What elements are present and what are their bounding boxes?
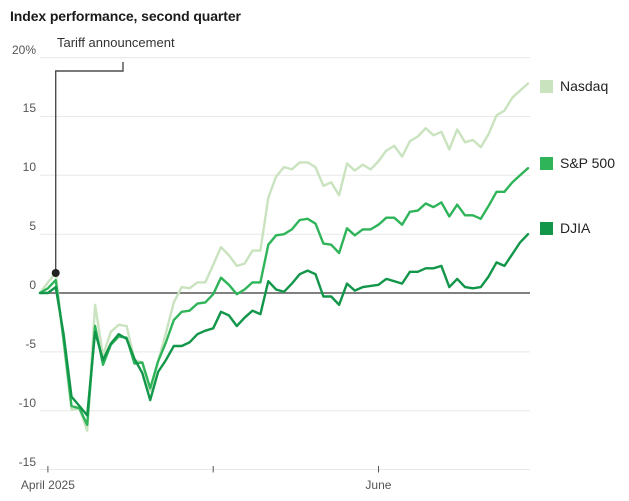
annotation-tariff-announcement: Tariff announcement — [57, 35, 175, 50]
y-axis-label: 10 — [22, 160, 36, 175]
nasdaq-swatch-icon — [540, 79, 553, 93]
x-axis-label-april: April 2025 — [20, 478, 75, 492]
y-axis-label: 15 — [22, 101, 36, 116]
legend-item-nasdaq: Nasdaq — [540, 78, 608, 94]
y-axis-label: 20% — [11, 42, 36, 57]
legend-label-sp500: S&P 500 — [560, 155, 616, 171]
x-axis-label-june: June — [365, 478, 392, 492]
y-axis-label: -5 — [25, 336, 36, 351]
y-axis-label: 5 — [29, 219, 36, 234]
chart-title: Index performance, second quarter — [10, 8, 241, 24]
legend-label-nasdaq: Nasdaq — [560, 78, 609, 94]
y-axis-label: -10 — [18, 395, 36, 410]
legend-label-djia: DJIA — [560, 220, 591, 236]
sp500-swatch-icon — [540, 156, 553, 170]
y-axis-label: 0 — [29, 278, 36, 292]
legend-item-djia: DJIA — [540, 220, 590, 236]
x-axis-label-may — [168, 478, 258, 492]
legend-item-sp500: S&P 500 — [540, 155, 615, 171]
y-axis-label: -15 — [18, 454, 36, 469]
djia-swatch-icon — [540, 221, 553, 235]
